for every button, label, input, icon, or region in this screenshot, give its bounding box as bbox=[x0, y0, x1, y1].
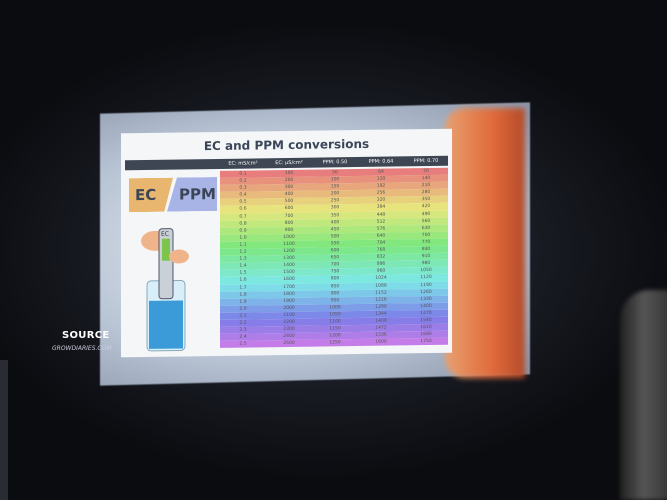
header-ec-ms: EC: mS/cm² bbox=[228, 160, 258, 167]
meter-label: EC bbox=[161, 231, 169, 238]
table-cell: 2500 bbox=[283, 341, 295, 347]
table-cell: 1250 bbox=[329, 340, 341, 346]
slide-title: EC and PPM conversions bbox=[203, 136, 370, 154]
source-label: SOURCE bbox=[62, 330, 110, 341]
source-url: GROWDIARIES.COM bbox=[52, 345, 112, 352]
logo-ppm: PPM bbox=[167, 177, 217, 212]
header-ppm-050: PPM: 0.50 bbox=[322, 159, 348, 166]
table-cell: 2.5 bbox=[239, 341, 247, 347]
header-ppm-070: PPM: 0.70 bbox=[413, 157, 439, 165]
slide: EC and PPM conversions EC: mS/cm² EC: µS… bbox=[121, 128, 452, 358]
ec-meter-illustration: EC bbox=[141, 228, 189, 352]
ec-ppm-logo: EC PPM bbox=[129, 177, 217, 212]
table-cell: 1600 bbox=[375, 339, 387, 346]
conversion-table: 0.1 100 50 64 70 0.2 200 100 128 140 0.3 300 150 192 2… bbox=[220, 167, 448, 349]
orange-projection-blob bbox=[445, 108, 525, 378]
table-cell: 1750 bbox=[420, 339, 432, 345]
header-ec-us: EC: µS/cm² bbox=[275, 159, 303, 167]
person-silhouette bbox=[620, 290, 667, 500]
header-ppm-064: PPM: 0.64 bbox=[368, 158, 394, 165]
logo-ec: EC bbox=[129, 178, 173, 213]
tripod-pole bbox=[0, 360, 8, 500]
